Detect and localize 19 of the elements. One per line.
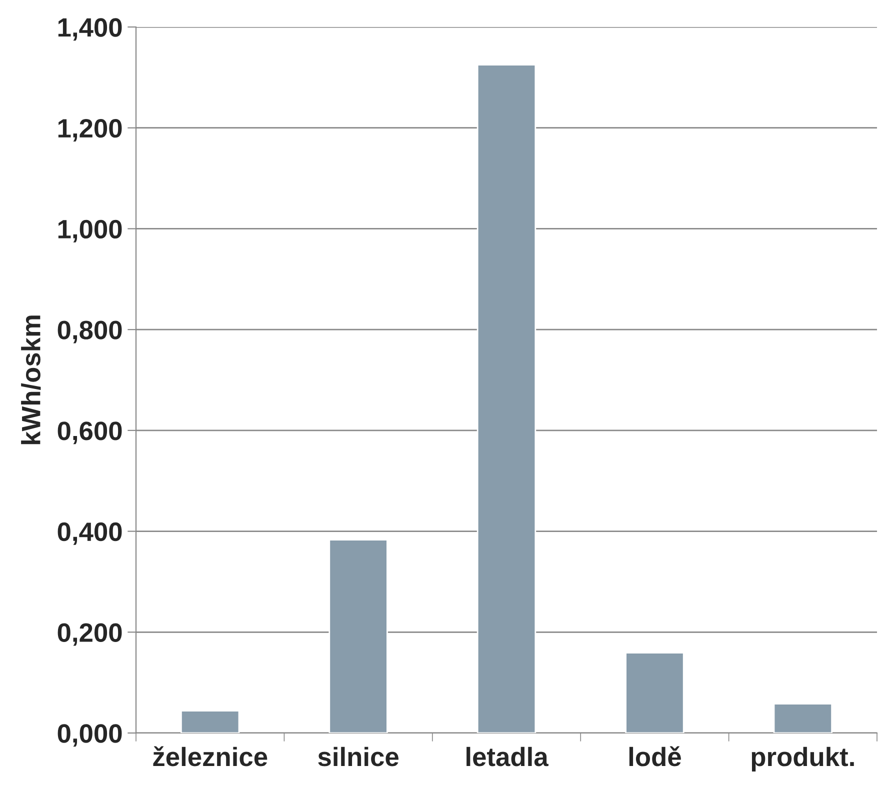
x-tick-label: produkt. [752, 746, 854, 772]
bar [476, 64, 536, 733]
x-tick-label: letadla [466, 746, 548, 766]
y-tick-label: 0,400 [58, 522, 122, 545]
y-tick-label: 1,400 [58, 18, 122, 41]
y-tick-label: 1,000 [58, 220, 122, 242]
y-tick-label: 0,200 [58, 623, 122, 646]
x-tick-label: lodě [629, 746, 681, 766]
y-tick-label: 0,600 [58, 422, 122, 444]
y-tick-label: 0,000 [58, 724, 122, 747]
y-tick-label: 1,200 [58, 118, 122, 142]
y-tick-label: 0,800 [58, 320, 122, 344]
bar [180, 710, 240, 733]
y-axis-title: kWh/oskm [21, 316, 41, 444]
bar [773, 703, 832, 733]
bar [328, 539, 388, 733]
x-tick-label: železnice [153, 746, 268, 766]
bar [625, 652, 684, 733]
x-tick-label: silnice [318, 746, 398, 766]
